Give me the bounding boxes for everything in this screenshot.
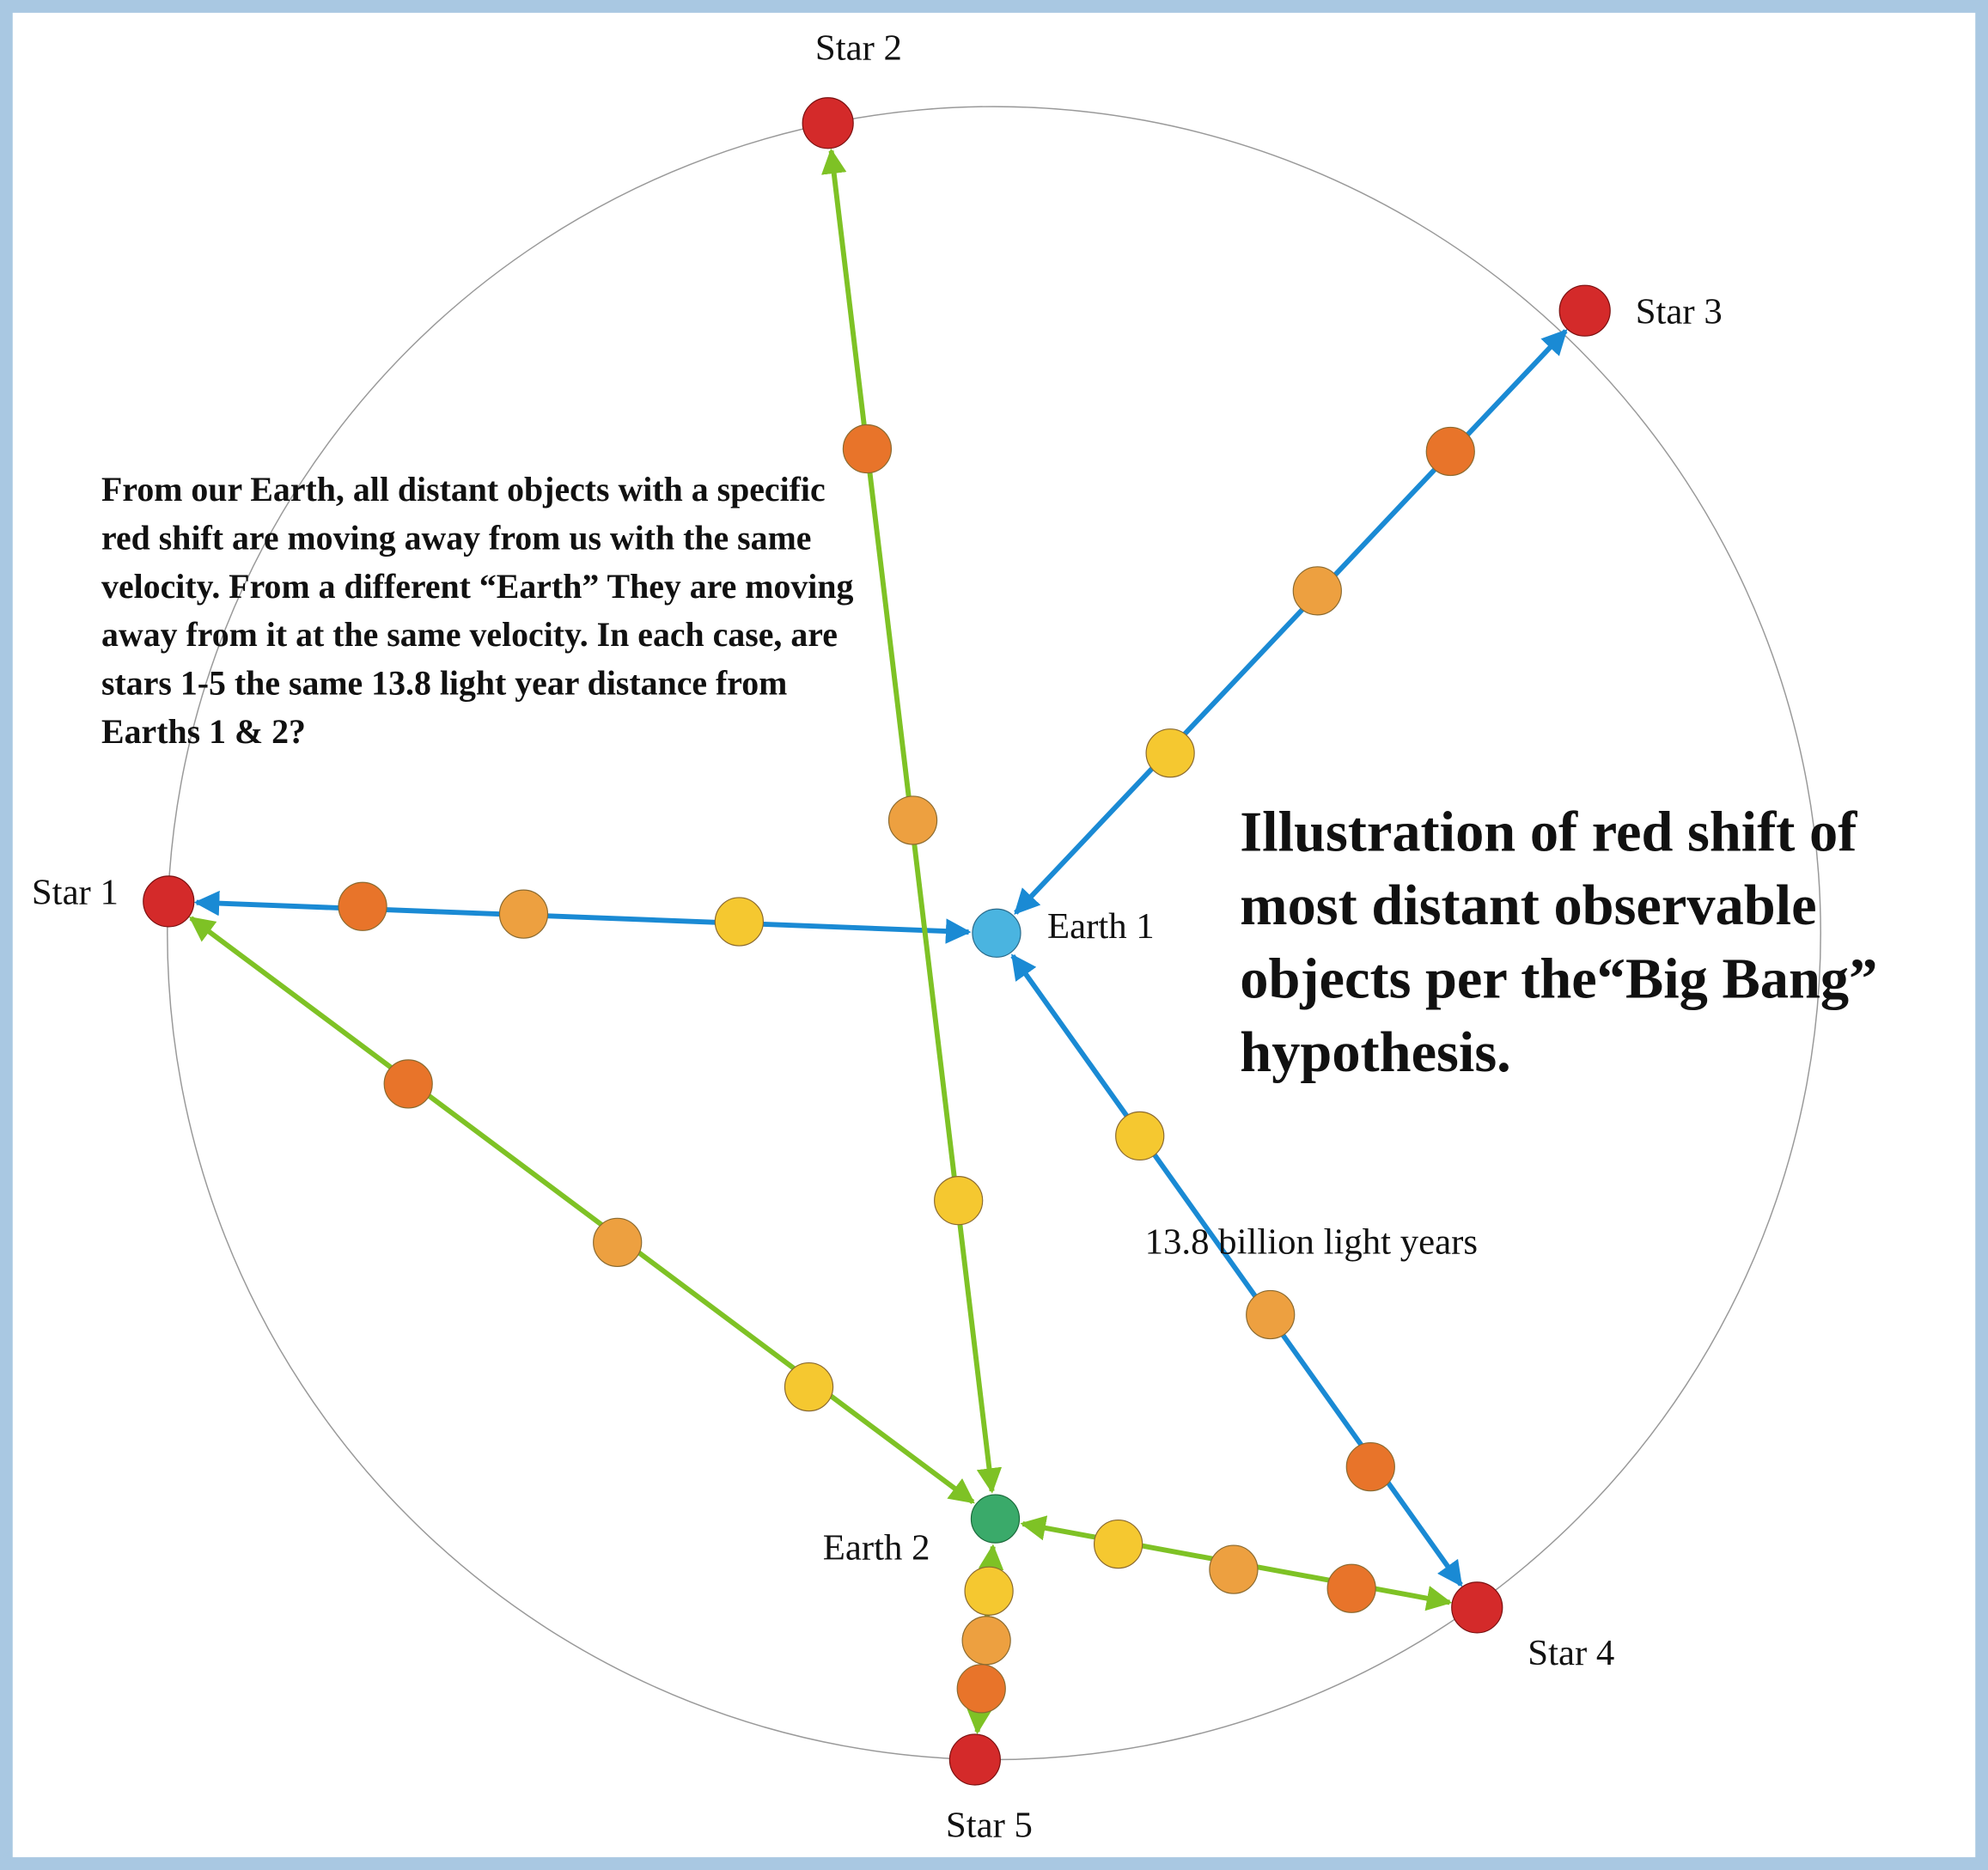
redshift-dot [1115,1111,1165,1161]
redshift-dot [784,1361,834,1412]
title-line: most distant observable [1240,874,1816,937]
star [143,875,195,928]
star-label: Star 3 [1636,291,1723,332]
redshift-dot [934,1176,984,1226]
redshift-dot [1209,1544,1259,1594]
title-line: hypothesis. [1240,1021,1510,1084]
redshift-dot [338,881,387,931]
star-label: Star 1 [32,872,119,912]
redshift-dot [956,1664,1006,1714]
question-line: away from it at the same velocity. In ea… [101,615,838,654]
earth-label: Earth 1 [1047,906,1155,947]
title-line: Illustration of red shift of [1240,801,1857,863]
redshift-dot [1345,1441,1395,1492]
redshift-dot [383,1059,433,1109]
redshift-dot [1145,728,1195,778]
star [802,97,854,149]
arrow [1014,329,1568,915]
star [948,1733,1001,1786]
redshift-dot [1093,1519,1143,1569]
redshift-dot [1246,1289,1296,1340]
distance-label: 13.8 billion light years [1145,1222,1478,1263]
redshift-dot [1326,1563,1376,1613]
question-line: stars 1-5 the same 13.8 light year dista… [101,664,787,703]
star-label: Star 2 [815,27,902,68]
redshift-dot [887,795,938,845]
redshift-dot [964,1566,1014,1616]
redshift-dot [1425,426,1475,477]
redshift-dot [961,1616,1011,1666]
star [1451,1581,1503,1634]
earth [972,908,1021,958]
redshift-dot [498,889,549,939]
redshift-dot [1292,566,1342,616]
redshift-dot [593,1217,643,1268]
question-line: red shift are moving away from us with t… [101,518,811,557]
question-line: From our Earth, all distant objects with… [101,470,826,509]
question-line: velocity. From a different “Earth” They … [101,567,853,606]
earth-label: Earth 2 [823,1527,930,1568]
redshift-dot [714,897,765,947]
earth [970,1494,1021,1544]
redshift-dot [842,423,893,474]
title-line: objects per the“Big Bang” [1240,948,1877,1011]
star-label: Star 4 [1528,1633,1614,1673]
star-label: Star 5 [946,1806,1033,1846]
question-line: Earths 1 & 2? [101,712,306,751]
star [1558,284,1611,337]
